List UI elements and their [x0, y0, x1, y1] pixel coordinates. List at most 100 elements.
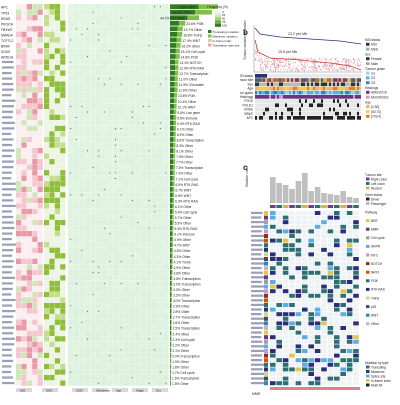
heatmap-cell [85, 15, 90, 20]
heatmap-cell [141, 109, 146, 114]
heatmap-cell [107, 37, 112, 42]
frequency-label: 8.6% Transcription [177, 139, 204, 143]
tmb-point [290, 70, 291, 71]
mutation-cell [328, 257, 334, 261]
legend-label: Rectum [371, 186, 382, 190]
significance-dot [115, 156, 116, 157]
track-cell [267, 82, 269, 86]
track-cell [307, 82, 309, 86]
mutation-cell [340, 257, 346, 261]
mutation-cell [283, 234, 289, 238]
heatmap-cell [102, 253, 107, 258]
track-cell [279, 116, 281, 120]
heatmap-cell [90, 43, 95, 48]
heatmap-cell [32, 259, 37, 264]
heatmap-cell [55, 59, 60, 64]
heatmap-cell [96, 104, 101, 109]
heatmap-cell [107, 115, 112, 120]
mutation-cell [302, 220, 308, 224]
mutation-cell [353, 294, 359, 298]
mutation-cell [276, 257, 282, 261]
heatmap-cell [130, 220, 135, 225]
mutation-cell [347, 289, 353, 293]
mutation-cell [334, 294, 340, 298]
heatmap-cell [90, 225, 95, 230]
heatmap-cell [74, 142, 79, 147]
heatmap-cell [152, 54, 157, 59]
gene-label: APC [1, 6, 9, 10]
significance-dot [154, 206, 155, 207]
heatmap-cell [124, 358, 129, 363]
frequency-bar [170, 348, 171, 353]
track-cell [349, 95, 351, 99]
heatmap-cell [107, 181, 112, 186]
heatmap-cell [49, 48, 54, 53]
heatmap-cell [135, 214, 140, 219]
heatmap-cell [163, 82, 168, 87]
significance-dot [132, 117, 133, 118]
track-cell [335, 78, 337, 82]
heatmap-cell [60, 43, 65, 48]
heatmap-cell [16, 70, 21, 75]
track-cell [259, 74, 261, 78]
track-cell [277, 82, 279, 86]
heatmap-cell [141, 314, 146, 319]
heatmap-cell [135, 93, 140, 98]
heatmap-cell [16, 65, 21, 70]
heatmap-cell [85, 120, 90, 125]
mutation-cell [296, 248, 302, 252]
track-cell [311, 78, 313, 82]
track-cell [313, 74, 315, 78]
heatmap-cell [79, 275, 84, 280]
frequency-bar [170, 209, 172, 214]
heatmap-cell [146, 231, 151, 236]
heatmap-cell [152, 148, 157, 153]
track-cell [295, 91, 297, 95]
mutation-cell [289, 257, 295, 261]
track-cell [293, 108, 295, 112]
heatmap-cell [130, 347, 135, 352]
track-cell [297, 87, 299, 91]
tmb-point [311, 58, 312, 59]
legend-swatch [366, 228, 370, 231]
mutation-cell [353, 280, 359, 284]
mutation-cell [276, 252, 282, 256]
mutation-cell [347, 252, 353, 256]
track-cell [265, 87, 267, 91]
mutation-cell [302, 211, 308, 215]
mutation-cell [334, 308, 340, 312]
count-bar [340, 191, 346, 203]
tmb-point [339, 67, 340, 68]
heatmap-cell [32, 126, 37, 131]
heatmap-cell [32, 26, 37, 31]
track-cell [329, 91, 331, 95]
tmb-point [351, 61, 352, 62]
heatmap-cell [141, 10, 146, 15]
heatmap-cell [44, 297, 49, 302]
heatmap-cell [96, 364, 101, 369]
track-cell [261, 108, 263, 112]
track-cell [331, 91, 333, 95]
heatmap-cell [55, 231, 60, 236]
frequency-bar [173, 154, 175, 159]
tmb-point [276, 64, 277, 65]
heatmap-cell [55, 342, 60, 347]
heatmap-cell [118, 209, 123, 214]
mutation-cell [347, 344, 353, 348]
mutation-cell [296, 331, 302, 335]
significance-dot [93, 12, 94, 13]
heatmap-cell [79, 292, 84, 297]
heatmap-cell [32, 303, 37, 308]
mutation-cell [328, 317, 334, 321]
heatmap-cell [124, 153, 129, 158]
heatmap-cell [113, 364, 118, 369]
mutation-cell [270, 303, 276, 307]
mutation-cell [347, 367, 353, 371]
heatmap-cell [27, 231, 32, 236]
track-cell [355, 82, 357, 86]
mutation-cell [353, 308, 359, 312]
heatmap-cell [49, 325, 54, 330]
significance-dot [98, 39, 99, 40]
heatmap-cell [38, 37, 43, 42]
tmb-point [335, 62, 336, 63]
